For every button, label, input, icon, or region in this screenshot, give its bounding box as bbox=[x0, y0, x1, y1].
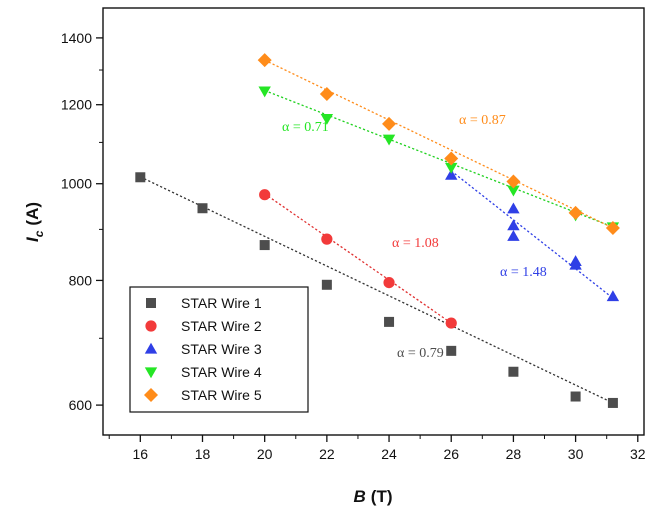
fit-line-wire-5 bbox=[264, 59, 614, 229]
legend-box bbox=[129, 286, 309, 413]
data-point-wire-3 bbox=[445, 168, 458, 180]
alpha-annotations: α = 0.79 α = 1.08 α = 1.48 α = 0.71 α = 0.87 bbox=[282, 113, 547, 361]
x-tick-label: 16 bbox=[133, 446, 149, 462]
data-point-wire-2 bbox=[321, 233, 333, 245]
data-point-wire-1 bbox=[446, 345, 457, 356]
legend-marker-wire-5 bbox=[144, 388, 158, 402]
x-tick-label: 32 bbox=[630, 446, 646, 462]
axes: 16 18 20 22 24 26 28 30 32 600 800 1000 1200 1400 bbox=[61, 30, 646, 462]
fit-line-wire-3 bbox=[450, 170, 614, 299]
data-point-wire-1 bbox=[135, 172, 146, 183]
y-tick-label: 800 bbox=[69, 272, 93, 288]
x-axis-title: B (T) bbox=[354, 487, 393, 506]
y-axis-title: Ic(A) bbox=[23, 202, 46, 242]
data-point-wire-1 bbox=[384, 316, 395, 327]
data-point-wire-4 bbox=[445, 162, 458, 174]
legend-label-wire-4: STAR Wire 4 bbox=[181, 364, 262, 380]
data-point-wire-5 bbox=[568, 205, 583, 220]
data-point-wire-5 bbox=[319, 87, 334, 102]
y-tick-label: 600 bbox=[69, 397, 93, 413]
y-tick-label: 1400 bbox=[61, 30, 92, 46]
data-point-wire-2 bbox=[259, 189, 271, 201]
x-tick-label: 26 bbox=[443, 446, 459, 462]
legend-marker-wire-3 bbox=[144, 342, 158, 354]
data-point-wire-5 bbox=[506, 174, 521, 189]
x-tick-label: 30 bbox=[568, 446, 584, 462]
data-point-wire-1 bbox=[607, 397, 618, 408]
alpha-label-wire-4: α = 0.71 bbox=[282, 120, 329, 135]
alpha-label-wire-1: α = 0.79 bbox=[397, 346, 444, 361]
legend-marker-wire-4 bbox=[144, 367, 158, 379]
data-point-wire-5 bbox=[257, 53, 272, 68]
data-point-wire-3 bbox=[507, 229, 520, 241]
data-point-wire-4 bbox=[320, 114, 334, 125]
data-point-wire-3 bbox=[606, 290, 620, 302]
data-point-wire-1 bbox=[321, 279, 332, 290]
alpha-label-wire-5: α = 0.87 bbox=[459, 113, 506, 128]
legend-label-wire-5: STAR Wire 5 bbox=[181, 387, 262, 403]
data-point-wire-3 bbox=[569, 258, 582, 270]
data-point-wire-5 bbox=[444, 151, 459, 166]
plot-frame bbox=[102, 7, 645, 436]
data-point-wire-3 bbox=[507, 202, 520, 214]
data-point-wire-1 bbox=[259, 240, 270, 251]
data-point-wire-1 bbox=[508, 366, 519, 377]
alpha-label-wire-3: α = 1.48 bbox=[500, 265, 547, 280]
legend-label-wire-3: STAR Wire 3 bbox=[181, 341, 262, 357]
data-points bbox=[135, 53, 620, 408]
fit-line-wire-1 bbox=[140, 176, 614, 404]
fit-lines bbox=[140, 59, 614, 404]
data-point-wire-1 bbox=[570, 391, 581, 402]
y-tick-label: 1200 bbox=[61, 97, 92, 113]
data-point-wire-5 bbox=[382, 116, 397, 131]
data-point-wire-1 bbox=[197, 203, 208, 214]
data-point-wire-2 bbox=[445, 317, 457, 329]
legend-marker-wire-1 bbox=[146, 298, 156, 308]
data-point-wire-5 bbox=[605, 220, 620, 235]
fit-line-wire-4 bbox=[264, 89, 614, 228]
legend-marker-wire-2 bbox=[145, 320, 157, 332]
data-point-wire-4 bbox=[507, 185, 520, 197]
data-point-wire-3 bbox=[507, 219, 520, 231]
x-tick-label: 28 bbox=[506, 446, 522, 462]
legend: STAR Wire 1 STAR Wire 2 STAR Wire 3 STAR Wi… bbox=[129, 286, 309, 413]
data-point-wire-4 bbox=[382, 134, 396, 146]
legend-label-wire-1: STAR Wire 1 bbox=[181, 295, 262, 311]
data-point-wire-4 bbox=[258, 86, 271, 98]
x-tick-label: 18 bbox=[195, 446, 211, 462]
y-tick-label: 1000 bbox=[61, 176, 92, 192]
legend-label-wire-2: STAR Wire 2 bbox=[181, 318, 262, 334]
x-tick-label: 24 bbox=[381, 446, 397, 462]
data-point-wire-2 bbox=[383, 276, 395, 289]
x-tick-label: 20 bbox=[257, 446, 273, 462]
x-tick-label: 22 bbox=[319, 446, 335, 462]
alpha-label-wire-2: α = 1.08 bbox=[392, 236, 439, 251]
